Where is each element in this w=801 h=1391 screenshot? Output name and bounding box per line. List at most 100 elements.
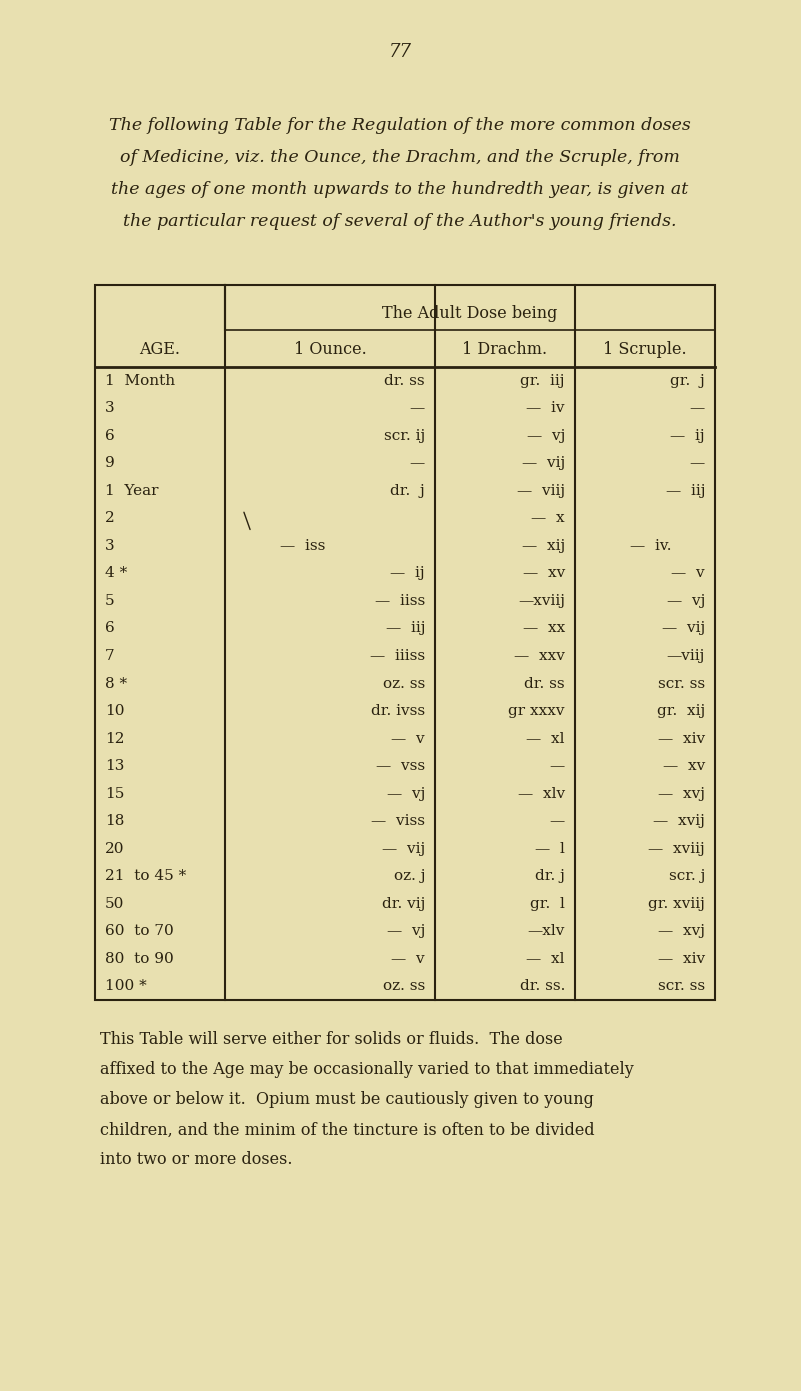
Text: —  xviij: — xviij [648, 842, 705, 855]
Text: —xlv: —xlv [528, 924, 565, 938]
Text: into two or more doses.: into two or more doses. [100, 1152, 292, 1168]
Text: gr.  j: gr. j [670, 374, 705, 388]
Text: —: — [690, 401, 705, 416]
Text: —  vj: — vj [387, 924, 425, 938]
Text: scr. ij: scr. ij [384, 428, 425, 442]
Text: 6: 6 [105, 428, 115, 442]
Text: —  xx: — xx [523, 622, 565, 636]
Text: 9: 9 [105, 456, 115, 470]
Text: —  xvj: — xvj [658, 786, 705, 801]
Text: The Adult Dose being: The Adult Dose being [382, 305, 557, 321]
Text: 3: 3 [105, 538, 115, 552]
Text: —  v: — v [392, 951, 425, 965]
Text: 15: 15 [105, 786, 124, 801]
Text: 10: 10 [105, 704, 124, 718]
Text: scr. j: scr. j [669, 869, 705, 883]
Text: 1  Month: 1 Month [105, 374, 175, 388]
Text: —  iv: — iv [526, 401, 565, 416]
Text: gr. xviij: gr. xviij [648, 897, 705, 911]
Text: —  x: — x [531, 512, 565, 526]
Text: dr. ss.: dr. ss. [520, 979, 565, 993]
Text: The following Table for the Regulation of the more common doses: The following Table for the Regulation o… [109, 117, 691, 134]
Text: —  xlv: — xlv [518, 786, 565, 801]
Text: This Table will serve either for solids or fluids.  The dose: This Table will serve either for solids … [100, 1032, 563, 1049]
Text: —  ij: — ij [390, 566, 425, 580]
Text: —  iv.: — iv. [630, 538, 671, 552]
Text: dr. j: dr. j [535, 869, 565, 883]
Text: 3: 3 [105, 401, 115, 416]
Text: 7: 7 [105, 650, 115, 664]
Text: 1 Scruple.: 1 Scruple. [603, 342, 686, 359]
Text: dr. ss: dr. ss [384, 374, 425, 388]
Text: gr xxxv: gr xxxv [509, 704, 565, 718]
Text: the ages of one month upwards to the hundredth year, is given at: the ages of one month upwards to the hun… [111, 181, 689, 198]
Text: —xviij: —xviij [518, 594, 565, 608]
Text: scr. ss: scr. ss [658, 979, 705, 993]
Text: oz. ss: oz. ss [383, 979, 425, 993]
Text: —  viij: — viij [517, 484, 565, 498]
Text: 13: 13 [105, 759, 124, 773]
Text: 4 *: 4 * [105, 566, 127, 580]
Text: oz. j: oz. j [393, 869, 425, 883]
Text: 100 *: 100 * [105, 979, 147, 993]
Text: dr. ss: dr. ss [525, 676, 565, 690]
Text: —  xij: — xij [521, 538, 565, 552]
Text: 20: 20 [105, 842, 124, 855]
Text: —  xv: — xv [523, 566, 565, 580]
Text: —  vj: — vj [526, 428, 565, 442]
Text: —  xl: — xl [526, 732, 565, 746]
Text: —: — [549, 759, 565, 773]
Text: —  xvij: — xvij [653, 814, 705, 828]
Text: —  ij: — ij [670, 428, 705, 442]
Text: —  xvj: — xvj [658, 924, 705, 938]
Text: AGE.: AGE. [139, 342, 180, 359]
Text: 21  to 45 *: 21 to 45 * [105, 869, 187, 883]
Text: scr. ss: scr. ss [658, 676, 705, 690]
Text: 2: 2 [105, 512, 115, 526]
Text: —  iiss: — iiss [375, 594, 425, 608]
Text: —  iiiss: — iiiss [370, 650, 425, 664]
Text: dr. ivss: dr. ivss [371, 704, 425, 718]
Text: —  xiv: — xiv [658, 732, 705, 746]
Text: —  vij: — vij [382, 842, 425, 855]
Text: 12: 12 [105, 732, 124, 746]
Text: 60  to 70: 60 to 70 [105, 924, 174, 938]
Text: oz. ss: oz. ss [383, 676, 425, 690]
Text: —: — [410, 401, 425, 416]
Text: 1 Ounce.: 1 Ounce. [294, 342, 366, 359]
Text: 77: 77 [388, 43, 412, 61]
Text: —  vij: — vij [662, 622, 705, 636]
Text: —  vij: — vij [521, 456, 565, 470]
Text: dr. vij: dr. vij [381, 897, 425, 911]
Text: 1 Drachm.: 1 Drachm. [462, 342, 548, 359]
Text: —  iij: — iij [385, 622, 425, 636]
Text: —viij: —viij [666, 650, 705, 664]
Text: —  vj: — vj [666, 594, 705, 608]
Text: —  v: — v [392, 732, 425, 746]
Text: 5: 5 [105, 594, 115, 608]
Text: 1  Year: 1 Year [105, 484, 159, 498]
Text: —  l: — l [535, 842, 565, 855]
Text: dr.  j: dr. j [390, 484, 425, 498]
Text: above or below it.  Opium must be cautiously given to young: above or below it. Opium must be cautiou… [100, 1092, 594, 1109]
Text: —  xiv: — xiv [658, 951, 705, 965]
Text: —: — [410, 456, 425, 470]
Text: —  viss: — viss [371, 814, 425, 828]
Text: gr.  xij: gr. xij [657, 704, 705, 718]
Text: the particular request of several of the Author's young friends.: the particular request of several of the… [123, 213, 677, 230]
Text: gr.  l: gr. l [530, 897, 565, 911]
Text: —  v: — v [671, 566, 705, 580]
Text: 80  to 90: 80 to 90 [105, 951, 174, 965]
Text: affixed to the Age may be occasionally varied to that immediately: affixed to the Age may be occasionally v… [100, 1061, 634, 1078]
Text: 8 *: 8 * [105, 676, 127, 690]
Text: —  vss: — vss [376, 759, 425, 773]
Text: 6: 6 [105, 622, 115, 636]
Text: of Medicine, viz. the Ounce, the Drachm, and the Scruple, from: of Medicine, viz. the Ounce, the Drachm,… [120, 149, 680, 166]
Text: —: — [690, 456, 705, 470]
Text: —  xv: — xv [662, 759, 705, 773]
Text: gr.  iij: gr. iij [521, 374, 565, 388]
Text: —  iij: — iij [666, 484, 705, 498]
Text: —  xl: — xl [526, 951, 565, 965]
Text: —  iss: — iss [280, 538, 325, 552]
Text: children, and the minim of the tincture is often to be divided: children, and the minim of the tincture … [100, 1121, 594, 1138]
